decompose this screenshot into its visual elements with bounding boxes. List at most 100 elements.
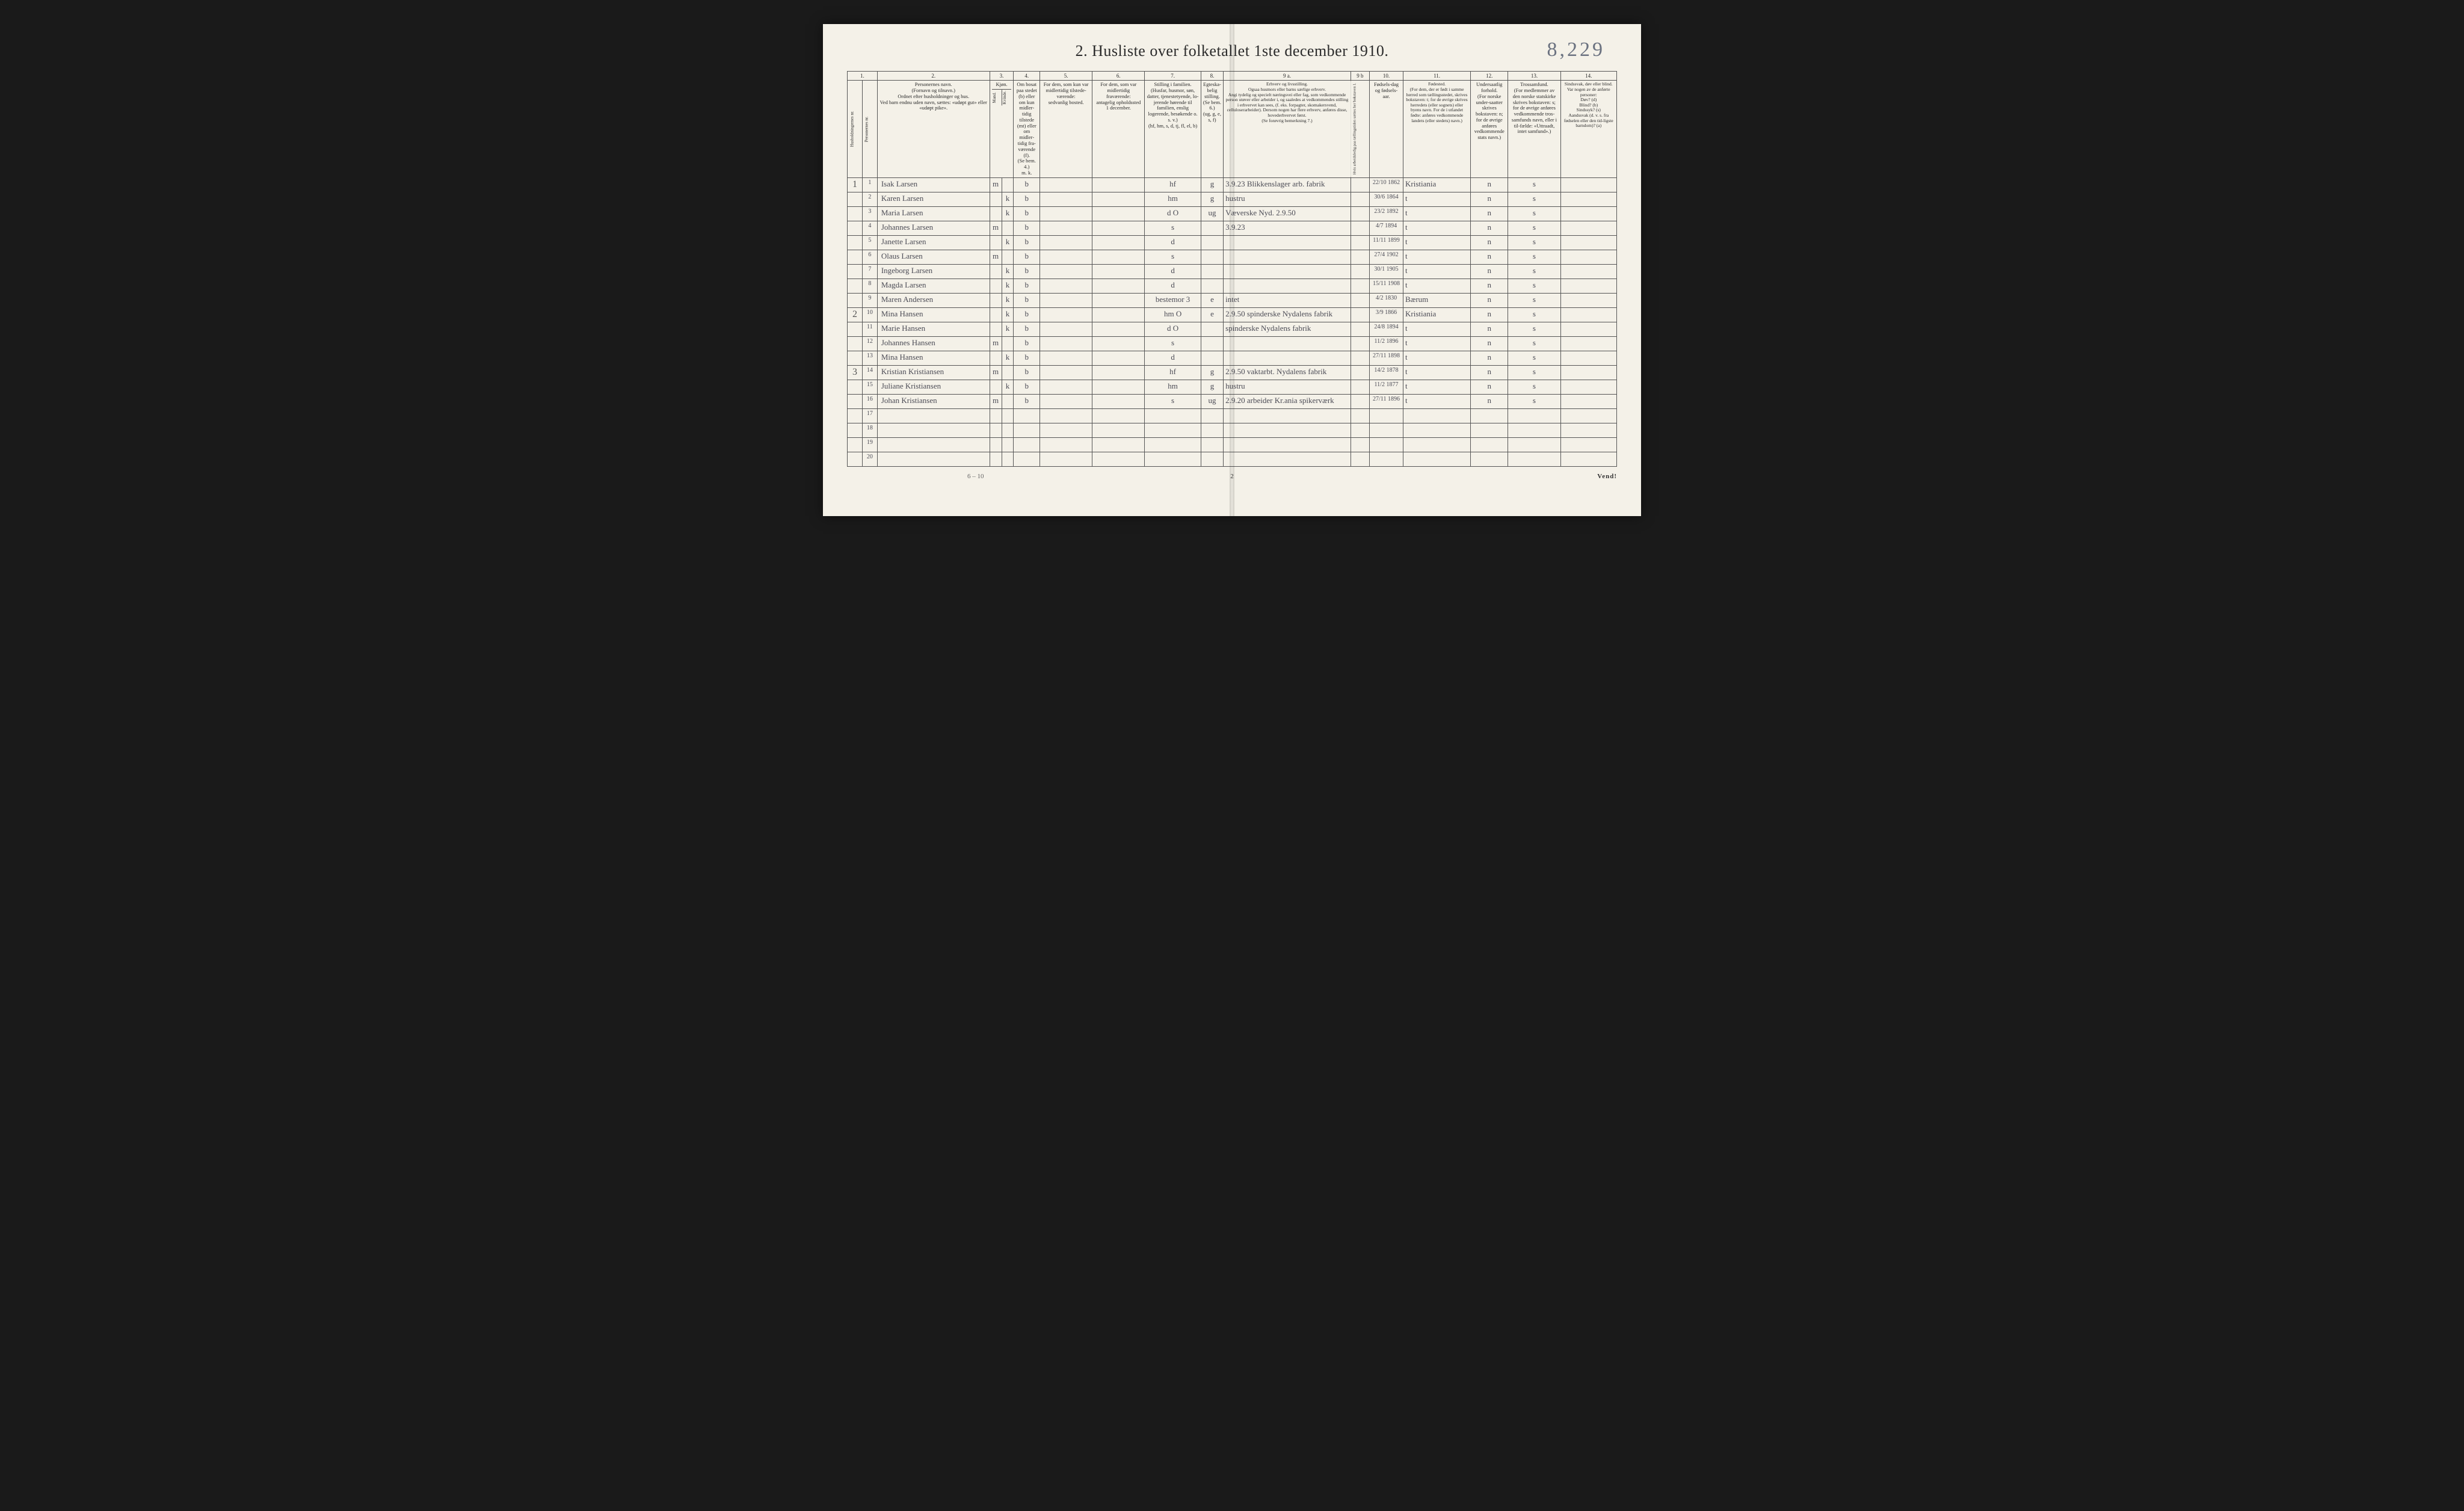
head-temp-absent: For dem, som var midlertidig fraværende:… — [1092, 81, 1145, 177]
family-position: hf — [1145, 177, 1201, 192]
birthplace: t — [1403, 336, 1471, 351]
person-number: 19 — [862, 437, 877, 452]
temp-present — [1040, 279, 1092, 293]
birthplace — [1403, 437, 1471, 452]
temp-present — [1040, 365, 1092, 380]
residence-status: b — [1014, 279, 1040, 293]
birthplace: t — [1403, 221, 1471, 235]
residence-status: b — [1014, 365, 1040, 380]
sex-male: m — [990, 365, 1002, 380]
occupation: 3.9.23 Blikkenslager arb. fabrik — [1224, 177, 1351, 192]
temp-present — [1040, 351, 1092, 365]
colnum-13: 13. — [1508, 72, 1560, 81]
occupation — [1224, 264, 1351, 279]
disability — [1560, 293, 1616, 307]
family-position: hf — [1145, 365, 1201, 380]
temp-absent — [1092, 206, 1145, 221]
temp-present — [1040, 380, 1092, 394]
disability — [1560, 264, 1616, 279]
disability — [1560, 192, 1616, 206]
handwritten-page-number: 8,229 — [1547, 38, 1606, 61]
head-birthdate: Fødsels-dag og fødsels-aar. — [1369, 81, 1403, 177]
sex-female — [1002, 437, 1014, 452]
sex-female: k — [1002, 351, 1014, 365]
head-disability: Sindssvak, døv eller blind. Var nogen av… — [1560, 81, 1616, 177]
residence-status: b — [1014, 250, 1040, 264]
person-number: 14 — [862, 365, 877, 380]
temp-present — [1040, 221, 1092, 235]
temp-absent — [1092, 307, 1145, 322]
unemployed — [1351, 250, 1369, 264]
temp-present — [1040, 235, 1092, 250]
religion — [1508, 423, 1560, 437]
temp-absent — [1092, 293, 1145, 307]
unemployed — [1351, 192, 1369, 206]
temp-absent — [1092, 351, 1145, 365]
disability — [1560, 365, 1616, 380]
sex-female — [1002, 250, 1014, 264]
occupation: 2.9.20 arbeider Kr.ania spikerværk — [1224, 394, 1351, 408]
unemployed — [1351, 293, 1369, 307]
household-mark — [848, 452, 863, 466]
temp-absent — [1092, 365, 1145, 380]
person-name: Maren Andersen — [877, 293, 990, 307]
temp-present — [1040, 250, 1092, 264]
birthplace: Kristiania — [1403, 177, 1471, 192]
family-position: bestemor 3 — [1145, 293, 1201, 307]
household-mark — [848, 437, 863, 452]
footer-tally: 6 – 10 — [967, 473, 984, 480]
disability — [1560, 177, 1616, 192]
household-mark — [848, 322, 863, 336]
sex-male — [990, 322, 1002, 336]
marital-status: g — [1201, 380, 1223, 394]
person-name: Mina Hansen — [877, 307, 990, 322]
religion: s — [1508, 365, 1560, 380]
unemployed — [1351, 221, 1369, 235]
citizenship — [1471, 423, 1508, 437]
occupation: hustru — [1224, 380, 1351, 394]
temp-absent — [1092, 394, 1145, 408]
occupation — [1224, 336, 1351, 351]
sex-male: m — [990, 336, 1002, 351]
person-number: 1 — [862, 177, 877, 192]
household-mark: 2 — [848, 307, 863, 322]
sex-male — [990, 452, 1002, 466]
citizenship: n — [1471, 250, 1508, 264]
head-female: Kvinde. — [1002, 90, 1012, 105]
occupation — [1224, 235, 1351, 250]
disability — [1560, 235, 1616, 250]
household-mark: 3 — [848, 365, 863, 380]
residence-status: b — [1014, 192, 1040, 206]
colnum-8: 8. — [1201, 72, 1223, 81]
household-mark — [848, 380, 863, 394]
religion: s — [1508, 293, 1560, 307]
person-number: 3 — [862, 206, 877, 221]
family-position — [1145, 408, 1201, 423]
sex-female: k — [1002, 206, 1014, 221]
residence-status: b — [1014, 293, 1040, 307]
person-name — [877, 437, 990, 452]
temp-absent — [1092, 250, 1145, 264]
temp-present — [1040, 452, 1092, 466]
religion — [1508, 437, 1560, 452]
occupation: 2.9.50 spinderske Nydalens fabrik — [1224, 307, 1351, 322]
household-mark — [848, 293, 863, 307]
footer: 6 – 10 2 Vend! — [847, 473, 1617, 480]
header: 2. Husliste over folketallet 1ste decemb… — [847, 42, 1617, 60]
religion: s — [1508, 206, 1560, 221]
sex-female: k — [1002, 235, 1014, 250]
birthplace: t — [1403, 279, 1471, 293]
person-number: 4 — [862, 221, 877, 235]
household-mark — [848, 264, 863, 279]
citizenship — [1471, 437, 1508, 452]
sex-female — [1002, 423, 1014, 437]
colnum-9b: 9 b — [1351, 72, 1369, 81]
religion: s — [1508, 235, 1560, 250]
unemployed — [1351, 206, 1369, 221]
disability — [1560, 206, 1616, 221]
sex-female: k — [1002, 293, 1014, 307]
colnum-5: 5. — [1040, 72, 1092, 81]
person-name — [877, 423, 990, 437]
residence-status: b — [1014, 336, 1040, 351]
person-name: Kristian Kristiansen — [877, 365, 990, 380]
